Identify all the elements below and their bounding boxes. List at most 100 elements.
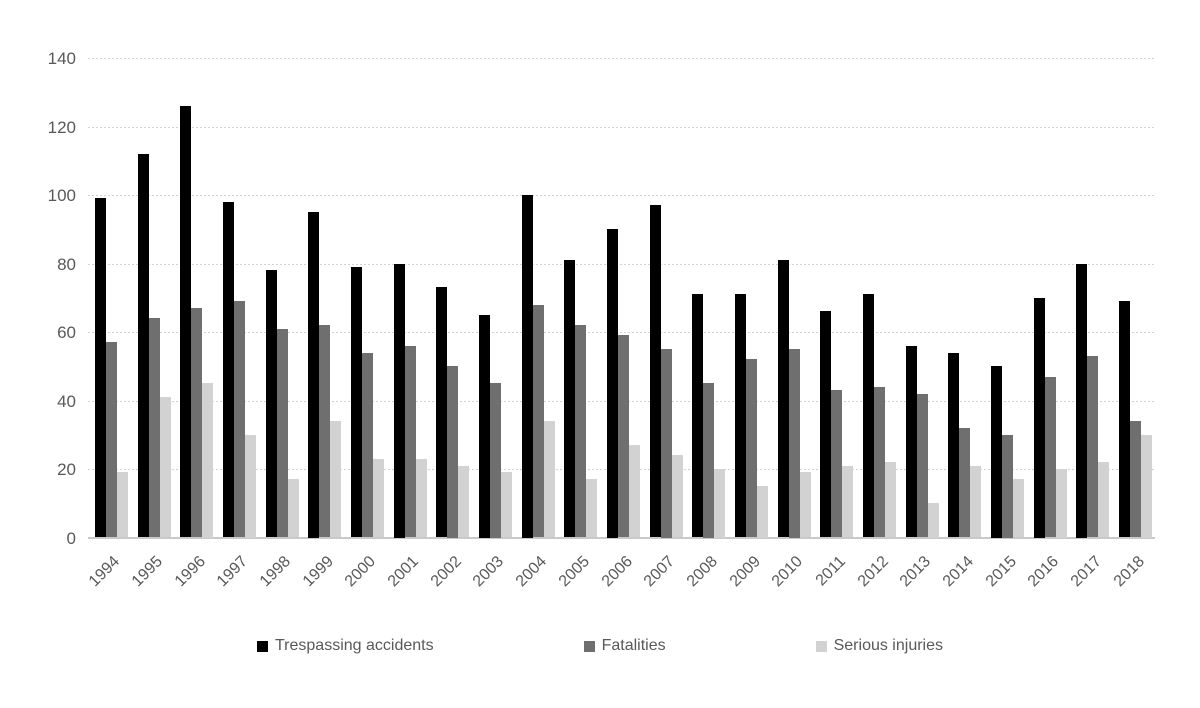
- bar-serious-injuries-2010: [799, 472, 811, 538]
- legend-item-trespassing-accidents: Trespassing accidents: [256, 636, 434, 656]
- bar-serious-injuries-2007: [671, 455, 683, 538]
- y-axis-label-40: 40: [57, 391, 76, 411]
- gridline-120: [88, 126, 1155, 128]
- bar-trespassing-accidents-2017: [1076, 263, 1088, 538]
- y-axis-label-0: 0: [66, 528, 76, 548]
- bar-fatalities-2016: [1044, 376, 1056, 538]
- bar-trespassing-accidents-2003: [478, 314, 490, 538]
- bar-serious-injuries-2005: [586, 479, 598, 538]
- bar-trespassing-accidents-2008: [692, 294, 704, 538]
- bar-trespassing-accidents-2005: [564, 260, 576, 538]
- legend-swatch-fatalities: [583, 640, 595, 652]
- bar-serious-injuries-2012: [885, 462, 897, 538]
- bar-fatalities-2015: [1002, 434, 1014, 538]
- bar-fatalities-2000: [361, 352, 373, 538]
- bar-trespassing-accidents-2013: [905, 345, 917, 538]
- bar-fatalities-2009: [746, 359, 758, 538]
- bar-trespassing-accidents-2010: [777, 260, 789, 538]
- bar-fatalities-2017: [1087, 355, 1099, 538]
- bar-fatalities-2014: [959, 427, 971, 538]
- legend-label-trespassing-accidents: Trespassing accidents: [274, 637, 434, 654]
- bar-fatalities-2011: [831, 390, 843, 538]
- bar-trespassing-accidents-2000: [350, 266, 362, 538]
- legend-swatch-trespassing-accidents: [256, 640, 268, 652]
- bar-serious-injuries-2018: [1141, 434, 1153, 538]
- x-axis-line: [88, 536, 1155, 539]
- gridline-60: [88, 332, 1155, 333]
- bar-serious-injuries-2006: [629, 445, 640, 538]
- bar-fatalities-2003: [489, 383, 501, 538]
- bar-serious-injuries-2001: [415, 458, 427, 538]
- bar-serious-injuries-2016: [1055, 469, 1067, 538]
- bar-serious-injuries-2003: [500, 472, 512, 538]
- bar-fatalities-2012: [874, 386, 886, 538]
- legend-item-fatalities: Fatalities: [583, 636, 666, 656]
- bar-serious-injuries-2000: [372, 458, 384, 538]
- y-axis-label-60: 60: [57, 323, 76, 342]
- bar-trespassing-accidents-2016: [1033, 297, 1045, 538]
- bar-trespassing-accidents-2006: [607, 229, 618, 538]
- legend-label-fatalities: Fatalities: [601, 637, 666, 654]
- legend-label-serious-injuries: Serious injuries: [833, 637, 943, 654]
- bar-fatalities-1994: [105, 342, 117, 538]
- bar-fatalities-2007: [660, 349, 672, 538]
- gridline-100: [88, 195, 1155, 196]
- bar-fatalities-2006: [618, 335, 629, 538]
- bar-trespassing-accidents-2004: [521, 195, 533, 538]
- legend-swatch-serious-injuries: [815, 640, 827, 652]
- bar-serious-injuries-2013: [927, 503, 939, 538]
- bar-serious-injuries-1998: [287, 479, 299, 538]
- bar-fatalities-2001: [404, 345, 416, 538]
- bar-fatalities-2004: [532, 304, 544, 538]
- gridline-140: [88, 58, 1155, 59]
- bar-fatalities-2008: [703, 383, 715, 538]
- bar-trespassing-accidents-1994: [94, 198, 106, 538]
- bar-fatalities-2002: [447, 366, 459, 538]
- bar-fatalities-2010: [788, 349, 800, 538]
- bar-serious-injuries-2004: [543, 421, 555, 538]
- bar-trespassing-accidents-2002: [436, 287, 448, 538]
- bar-trespassing-accidents-2007: [649, 205, 661, 538]
- bar-serious-injuries-1994: [116, 472, 128, 538]
- y-axis-label-140: 140: [47, 49, 76, 68]
- bar-trespassing-accidents-2001: [393, 263, 405, 538]
- bar-fatalities-2005: [575, 325, 587, 538]
- bar-fatalities-1997: [233, 301, 245, 538]
- bar-trespassing-accidents-1999: [308, 212, 320, 538]
- y-axis-label-80: 80: [57, 254, 76, 274]
- gridline-80: [88, 263, 1155, 265]
- bar-fatalities-1999: [319, 325, 331, 538]
- bar-serious-injuries-1997: [244, 434, 256, 538]
- bar-trespassing-accidents-1995: [137, 153, 149, 538]
- bar-serious-injuries-1995: [159, 397, 171, 538]
- y-axis-label-100: 100: [47, 186, 76, 205]
- bar-trespassing-accidents-1998: [265, 270, 277, 538]
- bar-trespassing-accidents-2014: [948, 352, 960, 538]
- y-axis-label-20: 20: [57, 460, 76, 479]
- bar-serious-injuries-1999: [330, 421, 342, 538]
- bar-fatalities-1996: [191, 308, 203, 538]
- bar-serious-injuries-2014: [970, 465, 982, 538]
- bar-serious-injuries-2002: [458, 465, 470, 538]
- legend-item-serious-injuries: Serious injuries: [815, 636, 943, 656]
- bar-trespassing-accidents-2015: [991, 366, 1003, 538]
- bar-fatalities-2018: [1130, 421, 1142, 538]
- bar-trespassing-accidents-2009: [735, 294, 747, 538]
- bar-trespassing-accidents-1997: [222, 201, 234, 538]
- y-axis-label-120: 120: [47, 117, 76, 137]
- bar-serious-injuries-2008: [714, 469, 726, 538]
- bar-serious-injuries-2011: [842, 465, 854, 538]
- bar-serious-injuries-2017: [1098, 462, 1110, 538]
- bar-trespassing-accidents-1996: [180, 105, 192, 538]
- bar-serious-injuries-2009: [757, 486, 769, 538]
- bar-serious-injuries-2015: [1013, 479, 1025, 538]
- bar-trespassing-accidents-2018: [1119, 301, 1131, 538]
- bar-serious-injuries-1996: [202, 383, 214, 538]
- bar-fatalities-1995: [148, 318, 160, 538]
- bar-trespassing-accidents-2012: [863, 294, 875, 538]
- bar-trespassing-accidents-2011: [820, 311, 832, 538]
- bar-fatalities-1998: [276, 328, 288, 538]
- bar-fatalities-2013: [916, 393, 928, 538]
- legend: Trespassing accidents Fatalities Serious…: [0, 636, 1200, 656]
